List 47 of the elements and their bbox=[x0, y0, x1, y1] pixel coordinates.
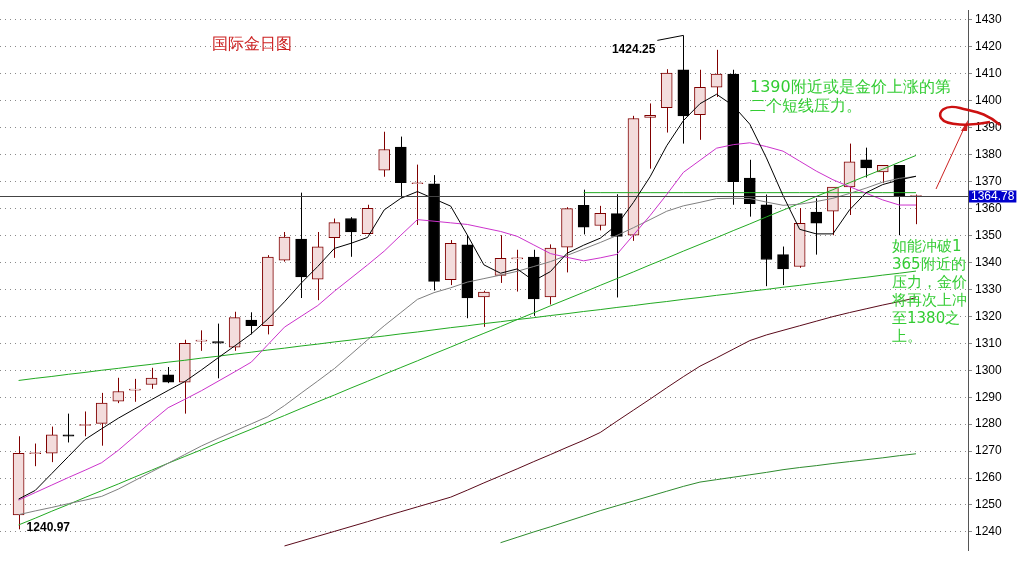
y-tick-label: 1350 bbox=[975, 227, 1003, 242]
candlestick bbox=[195, 329, 208, 352]
candlestick bbox=[278, 231, 291, 263]
y-tick-label: 1260 bbox=[975, 470, 1003, 485]
candlestick bbox=[95, 392, 108, 447]
candlestick bbox=[112, 377, 125, 404]
candlestick bbox=[145, 367, 158, 390]
candlestick bbox=[361, 204, 374, 235]
candlestick bbox=[245, 311, 258, 335]
candlestick bbox=[328, 218, 341, 259]
candlestick bbox=[345, 216, 357, 258]
candlestick bbox=[644, 102, 656, 170]
candlestick bbox=[611, 193, 623, 298]
candlestick bbox=[710, 49, 723, 98]
text: 国际金日图 bbox=[212, 34, 292, 55]
y-tick-label: 1300 bbox=[975, 362, 1003, 377]
y-tick-label: 1310 bbox=[975, 335, 1003, 350]
y-tick-label: 1320 bbox=[975, 308, 1003, 323]
y-tick-label: 1290 bbox=[975, 389, 1003, 404]
y-tick-label: 1360 bbox=[975, 200, 1003, 215]
y-tick-label: 1370 bbox=[975, 173, 1003, 188]
y-tick-label: 1240 bbox=[975, 524, 1003, 539]
candlestick bbox=[62, 413, 75, 443]
y-tick-label: 1330 bbox=[975, 281, 1003, 296]
y-tick-label: 1420 bbox=[975, 39, 1003, 54]
candlestick bbox=[129, 378, 141, 403]
annotation: 1390附近或是金价上涨的第二个短线压力。 bbox=[750, 77, 951, 116]
y-tick-label: 1410 bbox=[975, 66, 1003, 81]
candlestick bbox=[378, 131, 391, 178]
y-tick-label: 1270 bbox=[975, 443, 1003, 458]
y-tick-label: 1400 bbox=[975, 93, 1003, 108]
candlestick bbox=[860, 147, 872, 179]
candlestick bbox=[577, 189, 590, 235]
ref-line-label: 1364.78 bbox=[971, 188, 1015, 203]
annotation: 1424.25 bbox=[611, 41, 656, 56]
y-tick-label: 1380 bbox=[975, 146, 1003, 161]
candlestick bbox=[511, 249, 523, 293]
y-tick-label: 1280 bbox=[975, 416, 1003, 431]
y-tick-label: 1340 bbox=[975, 254, 1003, 269]
candlestick bbox=[29, 443, 42, 467]
candlestick bbox=[212, 323, 224, 379]
y-tick-label: 1250 bbox=[975, 497, 1003, 512]
y-tick-label: 1430 bbox=[975, 12, 1003, 27]
candlestick bbox=[594, 205, 607, 231]
annotation: 1240.97 bbox=[26, 519, 71, 534]
candlestick bbox=[810, 197, 823, 256]
candlestick bbox=[411, 164, 424, 226]
